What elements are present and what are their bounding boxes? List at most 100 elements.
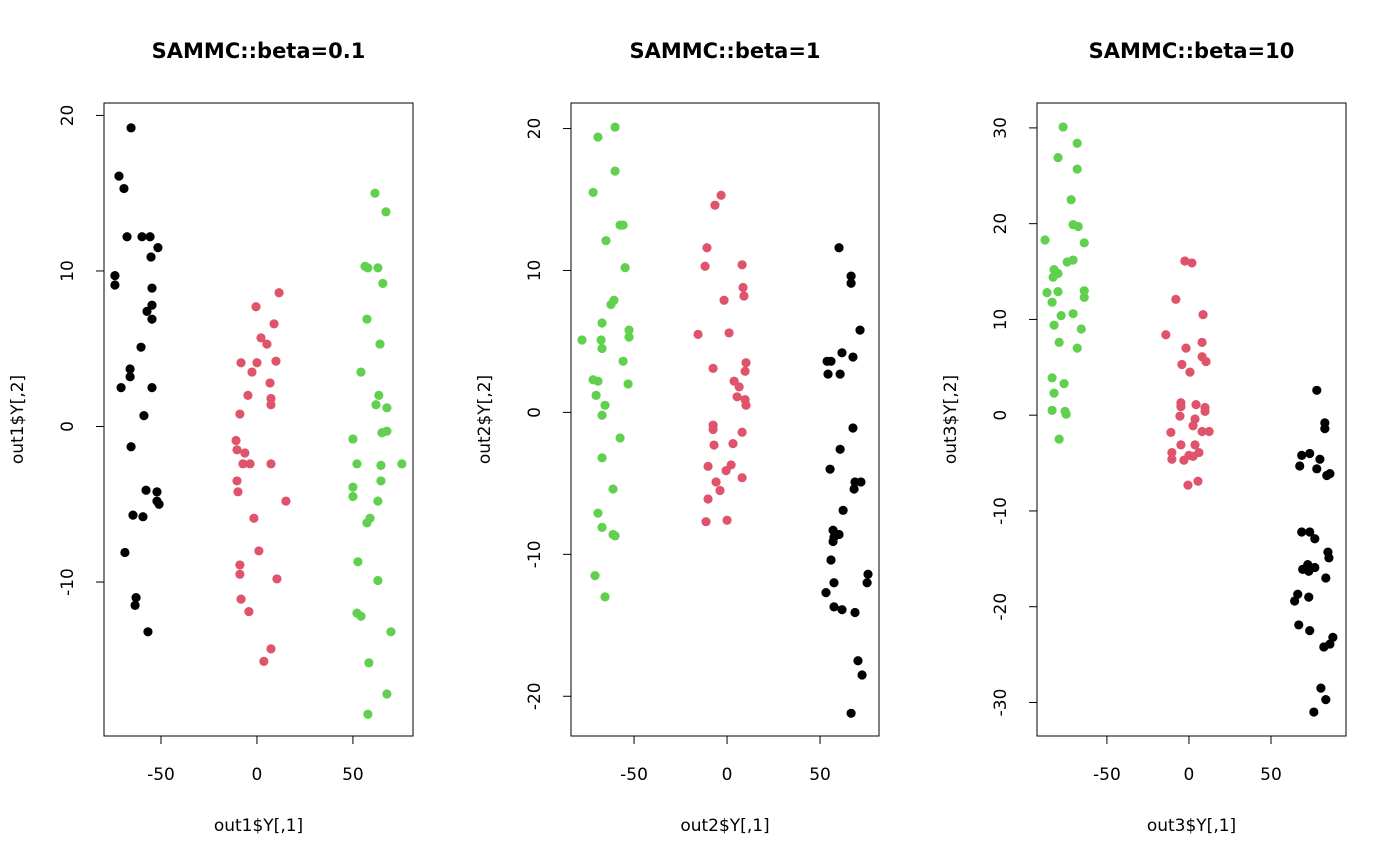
- point: [371, 400, 381, 410]
- point: [137, 232, 147, 242]
- point: [373, 575, 383, 586]
- point: [711, 477, 721, 487]
- point: [601, 236, 611, 246]
- point: [829, 602, 839, 612]
- point: [1072, 343, 1082, 353]
- point: [138, 512, 148, 522]
- point: [240, 448, 250, 458]
- point: [1072, 164, 1082, 174]
- point: [1200, 406, 1210, 416]
- point: [1068, 309, 1078, 319]
- point: [272, 574, 282, 584]
- point: [1059, 378, 1069, 389]
- point: [829, 578, 839, 588]
- point: [126, 123, 136, 133]
- y-tick-label: -20: [525, 682, 545, 710]
- point: [1294, 620, 1304, 630]
- point: [1175, 411, 1185, 421]
- y-tick-label: -30: [991, 689, 1011, 717]
- point: [352, 459, 362, 469]
- point: [141, 485, 151, 495]
- point: [834, 243, 844, 253]
- point: [1320, 423, 1330, 434]
- y-tick-label: -10: [58, 568, 78, 596]
- point: [147, 300, 157, 310]
- point: [382, 689, 392, 699]
- point: [1190, 440, 1200, 450]
- point: [1176, 440, 1186, 450]
- point: [363, 263, 373, 273]
- point: [254, 546, 264, 556]
- point: [1062, 257, 1072, 267]
- point: [119, 183, 129, 194]
- point: [238, 459, 248, 469]
- point: [1042, 288, 1052, 298]
- point: [146, 252, 156, 262]
- point: [610, 166, 620, 176]
- point: [1040, 235, 1050, 245]
- y-tick-label: 0: [525, 407, 545, 418]
- point: [732, 392, 742, 402]
- point: [353, 557, 363, 567]
- point: [110, 280, 120, 290]
- point: [1073, 221, 1083, 232]
- point: [147, 383, 157, 393]
- point: [624, 325, 634, 335]
- point: [1322, 470, 1332, 481]
- point: [624, 332, 634, 342]
- point: [588, 187, 598, 198]
- point: [374, 390, 384, 400]
- point: [721, 465, 731, 476]
- point: [623, 379, 633, 389]
- point: [620, 263, 630, 273]
- point: [125, 372, 135, 382]
- point: [266, 644, 276, 654]
- point: [615, 433, 625, 443]
- point: [128, 510, 138, 520]
- point: [848, 352, 858, 362]
- y-tick-label: 30: [991, 117, 1011, 139]
- point: [823, 369, 833, 379]
- point: [122, 232, 132, 242]
- point: [608, 484, 618, 494]
- x-axis-label: out3$Y[,1]: [1147, 816, 1236, 836]
- point: [724, 328, 734, 338]
- point: [120, 547, 130, 558]
- point: [243, 390, 253, 400]
- point: [715, 485, 725, 496]
- point: [370, 188, 380, 198]
- point: [728, 439, 738, 449]
- point: [244, 606, 254, 617]
- point: [375, 339, 385, 349]
- point: [266, 459, 276, 469]
- point: [348, 491, 358, 502]
- x-axis-label: out1$Y[,1]: [214, 816, 303, 836]
- point: [1197, 426, 1207, 437]
- point: [1066, 195, 1076, 205]
- point: [130, 600, 140, 610]
- point: [236, 358, 246, 368]
- point: [362, 314, 372, 324]
- point: [1201, 356, 1211, 367]
- point: [348, 482, 358, 492]
- y-tick-label: 10: [991, 309, 1011, 331]
- point: [1167, 447, 1177, 458]
- point: [1297, 527, 1307, 537]
- point: [1188, 421, 1198, 431]
- point: [1324, 553, 1334, 563]
- point: [850, 607, 860, 618]
- point: [734, 382, 744, 392]
- point: [577, 335, 587, 345]
- y-axis-label: out3$Y[,2]: [941, 375, 961, 464]
- point: [1183, 480, 1193, 490]
- y-tick-label: 0: [58, 421, 78, 432]
- x-tick-label: 50: [809, 765, 831, 785]
- point: [269, 319, 279, 329]
- point: [1049, 320, 1059, 330]
- point: [142, 306, 152, 317]
- point: [265, 378, 275, 388]
- y-axis-label: out2$Y[,2]: [475, 375, 495, 464]
- point: [848, 423, 858, 433]
- point: [1297, 450, 1307, 461]
- point: [618, 356, 628, 366]
